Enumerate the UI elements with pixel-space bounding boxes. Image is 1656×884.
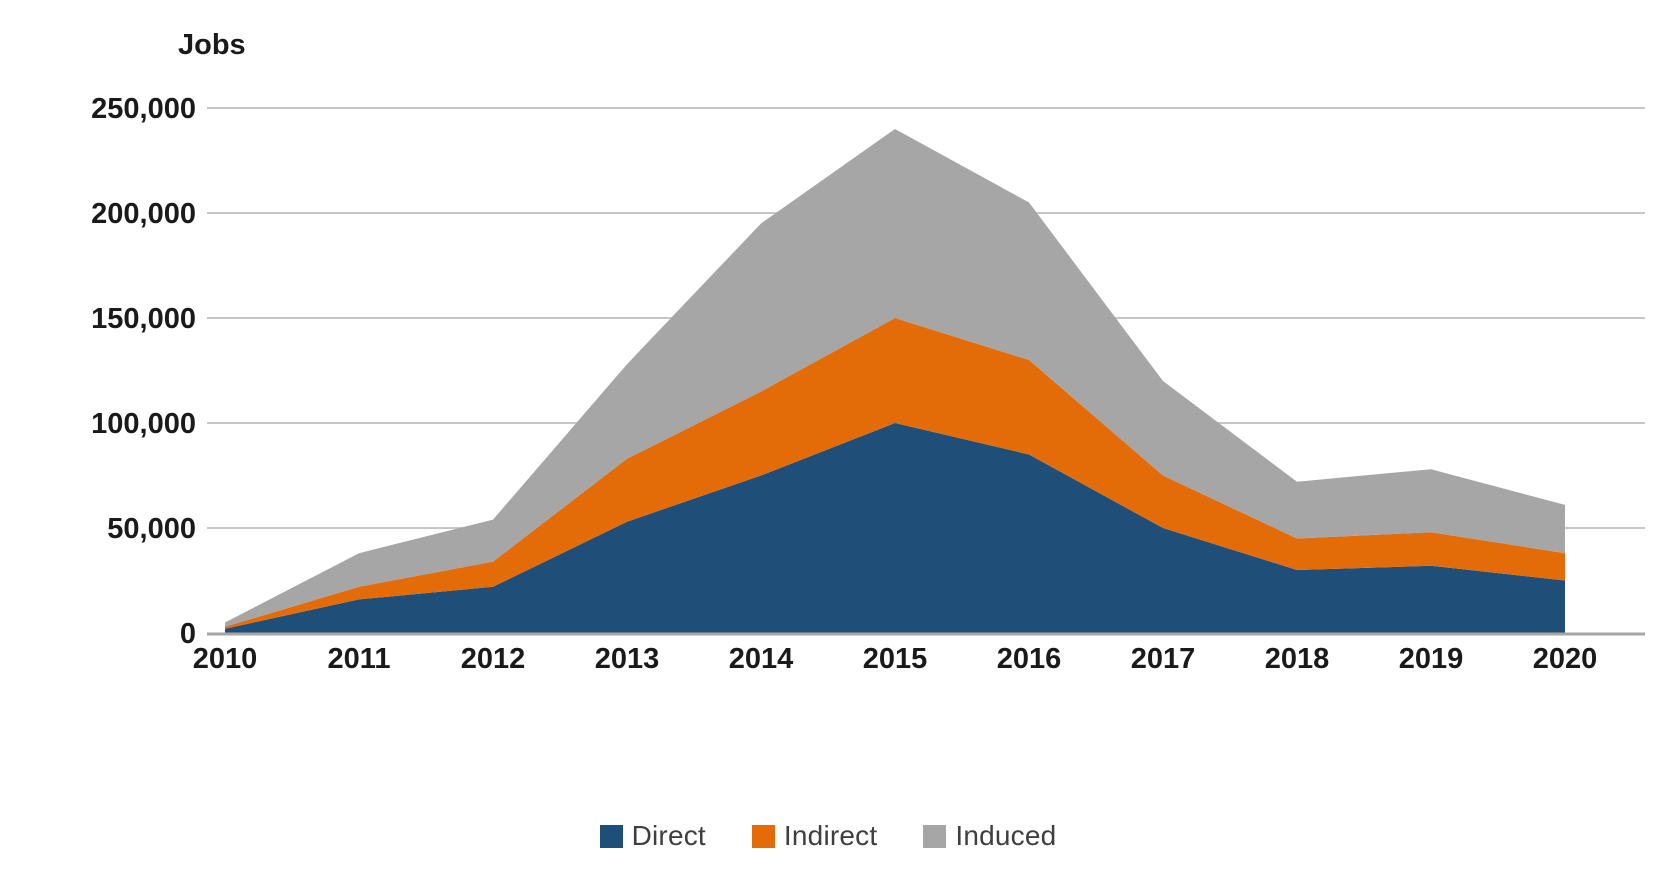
y-tick-250000: 250,000 [91,93,196,125]
x-tick-2020: 2020 [1533,643,1598,675]
y-tick-50000: 50,000 [107,513,196,545]
y-axis-title: Jobs [178,29,246,61]
legend-label-induced: Induced [955,820,1057,851]
indirect-color-swatch [751,824,775,848]
legend-label-direct: Direct [631,820,706,851]
chart-legend: Direct Indirect Induced [0,820,1656,852]
x-tick-2013: 2013 [595,643,660,675]
x-tick-2019: 2019 [1399,643,1464,675]
area-direct [225,423,1565,633]
y-tick-100000: 100,000 [91,408,196,440]
direct-color-swatch [599,824,623,848]
legend-item-indirect: Indirect [751,820,878,852]
x-tick-2015: 2015 [863,643,928,675]
y-tick-150000: 150,000 [91,303,196,335]
x-tick-2018: 2018 [1265,643,1330,675]
x-tick-2012: 2012 [461,643,526,675]
y-tick-0: 0 [180,618,196,650]
legend-label-indirect: Indirect [783,820,878,851]
x-tick-2017: 2017 [1131,643,1196,675]
area-induced [225,129,1565,627]
y-tick-200000: 200,000 [91,198,196,230]
legend-item-direct: Direct [599,820,706,852]
x-tick-2010: 2010 [193,643,258,675]
x-tick-2014: 2014 [729,643,794,675]
x-tick-2011: 2011 [328,643,391,675]
x-tick-2016: 2016 [997,643,1062,675]
area-indirect [225,318,1565,629]
chart-canvas: 0 50,000 100,000 150,000 200,000 250,000 2010 2… [91,29,1645,675]
legend-item-induced: Induced [923,820,1056,852]
induced-color-swatch [923,824,947,848]
